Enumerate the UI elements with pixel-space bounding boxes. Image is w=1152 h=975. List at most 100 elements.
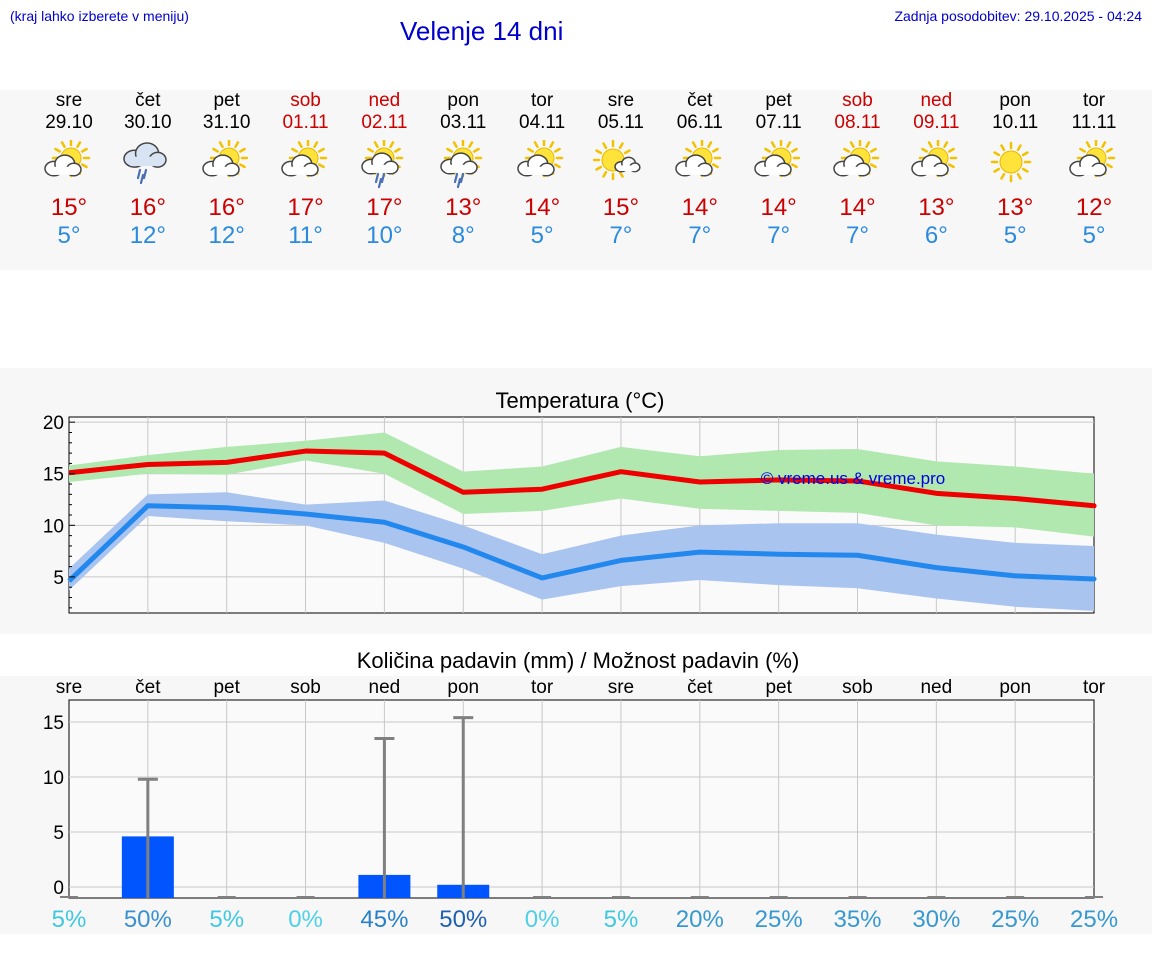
cloud-shape (614, 156, 641, 173)
temp-min: 7° (767, 222, 791, 249)
rain-chance-label: 45% (360, 906, 408, 933)
day-date: 05.11 (597, 112, 644, 133)
day-date: 09.11 (913, 112, 960, 133)
sun-rays (761, 140, 800, 178)
rain-chance-label: 25% (755, 906, 803, 933)
day-name: sob (290, 90, 321, 111)
day-column: ned 02.11 17° 10° (344, 90, 424, 250)
day-column: čet 30.10 16° 12° (108, 90, 188, 250)
temp-max: 13° (918, 194, 955, 221)
rain-drops (136, 168, 147, 185)
plot-area (68, 699, 1095, 899)
day-name: pet (213, 90, 240, 111)
day-column: pon 10.11 13° 5° (975, 90, 1055, 250)
rain-day-label: čet (135, 677, 161, 698)
day-column: pet 07.11 14° 7° (739, 90, 819, 250)
cloud-shape (911, 154, 950, 177)
precipitation-chart: 0 5 10 15 sre čet pet sob ned pon tor sre čet pet sob… (43, 648, 1118, 933)
min-temp-line (67, 503, 1097, 583)
watermark: © vreme.us & vreme.pro (761, 469, 945, 488)
day-column: tor 04.11 14° 5° (502, 90, 582, 250)
rain-day-label: sob (290, 677, 321, 698)
temp-min: 11° (288, 222, 323, 249)
y-tick-label: 10 (43, 768, 64, 789)
sun-cloud-rain-icon (440, 140, 483, 189)
cloud-shape (361, 152, 400, 175)
cloud-shape (280, 154, 319, 177)
sun-cloud-rain-icon (361, 140, 404, 189)
day-column: sob 08.11 14° 7° (818, 90, 898, 250)
temp-max: 13° (445, 194, 482, 221)
day-date: 31.10 (202, 112, 251, 133)
day-name: tor (1082, 90, 1106, 111)
sun-small-cloud-icon (592, 140, 641, 181)
temp-max: 16° (129, 194, 166, 221)
rain-chance-label: 50% (124, 906, 172, 933)
sun-cloud-icon (280, 140, 327, 178)
precipitation-chart-title: Količina padavin (mm) / Možnost padavin … (357, 648, 800, 673)
page-title: Velenje 14 dni (400, 16, 564, 46)
day-name: pon (447, 90, 480, 111)
min-temp-range-band (69, 492, 1095, 611)
rain-chance-label: 5% (209, 906, 244, 933)
rain-chance-label: 25% (991, 906, 1039, 933)
temp-min: 7° (609, 222, 633, 249)
rain-day-label: ned (369, 677, 401, 698)
rain-chance-label: 50% (439, 906, 487, 933)
daily-forecast-strip: sre 29.10 15° 5° čet 30.10 16° 12° pet 31.10 16° 12… (0, 90, 1152, 270)
sun-cloud-icon (911, 140, 958, 178)
day-column: pet 31.10 16° 12° (187, 90, 267, 250)
rain-chance-label: 30% (912, 906, 960, 933)
cloud-shape (832, 154, 871, 177)
day-date: 29.10 (45, 112, 93, 133)
y-tick-label: 15 (43, 713, 64, 734)
max-temp-line (68, 448, 1097, 509)
sun-cloud-icon (517, 140, 564, 178)
temp-min: 5° (1082, 222, 1106, 249)
day-date: 01.11 (282, 112, 329, 133)
sun-rays (990, 141, 1032, 183)
day-date: 30.10 (124, 112, 172, 133)
day-date: 04.11 (519, 112, 566, 133)
day-date: 03.11 (440, 112, 487, 133)
day-name: sre (607, 90, 635, 111)
temp-max: 14° (839, 194, 876, 221)
day-column: sob 01.11 17° 11° (266, 90, 346, 250)
day-name: pet (765, 90, 792, 111)
day-column: sre 05.11 15° 7° (581, 90, 661, 250)
temp-min: 10° (366, 222, 403, 249)
day-name: ned (368, 90, 401, 111)
day-name: čet (135, 90, 161, 111)
temp-min: 5° (530, 222, 554, 249)
day-name: ned (920, 90, 953, 111)
sun-cloud-icon (675, 140, 722, 178)
cloud-shape (753, 154, 792, 177)
temperature-chart-title: Temperatura (°C) (496, 388, 665, 413)
cloud-shape (44, 154, 82, 177)
temp-max: 15° (50, 194, 88, 221)
y-tick-label: 15 (43, 465, 64, 486)
rain-drops (454, 172, 465, 189)
rain-chance-label: 0% (288, 906, 323, 933)
rain-day-label: sob (842, 677, 873, 698)
day-column: sre 29.10 15° 5° (29, 90, 109, 250)
temp-min: 12° (129, 222, 166, 249)
rain-day-label: pon (447, 677, 479, 698)
sun-cloud-icon (753, 140, 800, 178)
temp-min: 7° (688, 222, 712, 249)
rain-day-label: sre (608, 677, 634, 698)
rain-day-label: tor (531, 677, 554, 698)
day-column: pon 03.11 13° 8° (423, 90, 503, 250)
day-name: pon (999, 90, 1032, 111)
y-tick-label: 5 (53, 823, 64, 844)
cloud-shape (1069, 154, 1107, 177)
region-hint[interactable]: (kraj lahko izberete v meniju) (10, 8, 189, 24)
temp-max: 14° (760, 194, 797, 221)
temp-max: 16° (208, 194, 245, 221)
temp-min: 12° (208, 222, 245, 249)
cloud-shape (123, 142, 167, 168)
day-date: 02.11 (361, 112, 408, 133)
rain-day-label: ned (920, 677, 952, 698)
rain-day-label: pon (999, 677, 1031, 698)
temp-max: 12° (1075, 194, 1113, 221)
